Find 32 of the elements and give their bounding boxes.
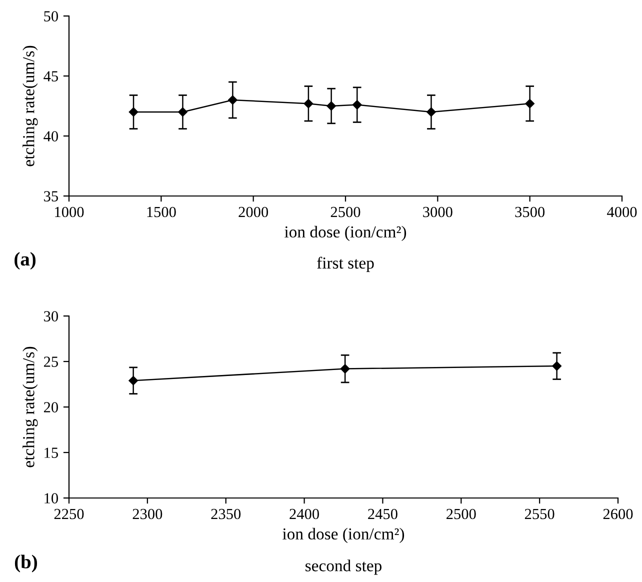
y-tick-label: 15: [44, 448, 58, 458]
x-tick-label: 2000: [238, 206, 268, 218]
x-axis-title: ion dose (ion/cm²): [284, 226, 406, 241]
x-tick-label: 2300: [132, 508, 162, 520]
x-tick-label: 2550: [524, 508, 554, 520]
y-tick-label: 10: [44, 493, 58, 504]
x-tick-label: 2350: [211, 508, 241, 520]
x-axis-title: ion dose (ion/cm²): [282, 528, 404, 543]
y-tick-label: 30: [44, 311, 58, 322]
x-tick-label: 3500: [515, 206, 545, 218]
x-tick-label: 1000: [55, 206, 84, 218]
text: (b): [14, 554, 38, 572]
y-tick-label: 50: [44, 11, 58, 22]
text: second step: [306, 560, 382, 575]
y-axis-title: etching rate(um/s): [22, 46, 38, 166]
y-tick-label: 25: [44, 356, 58, 367]
x-tick-label: 2250: [54, 508, 84, 520]
x-tick-label: 3000: [423, 206, 452, 218]
text: (a): [14, 252, 36, 270]
y-tick-label: 45: [44, 71, 58, 82]
y-tick-label: 40: [44, 131, 58, 142]
x-tick-label: 2400: [290, 508, 319, 520]
x-tick-label: 2500: [330, 206, 360, 218]
y-tick-label: 35: [44, 191, 58, 202]
y-axis-title: etching rate(um/s): [22, 346, 38, 468]
text: first step: [317, 256, 374, 272]
x-tick-label: 2600: [603, 508, 633, 520]
x-tick-label: 1500: [147, 206, 176, 218]
x-tick-label: 4000: [607, 206, 637, 218]
y-tick-label: 20: [44, 402, 58, 412]
x-tick-label: 2500: [446, 508, 476, 520]
x-tick-label: 2450: [368, 508, 398, 520]
